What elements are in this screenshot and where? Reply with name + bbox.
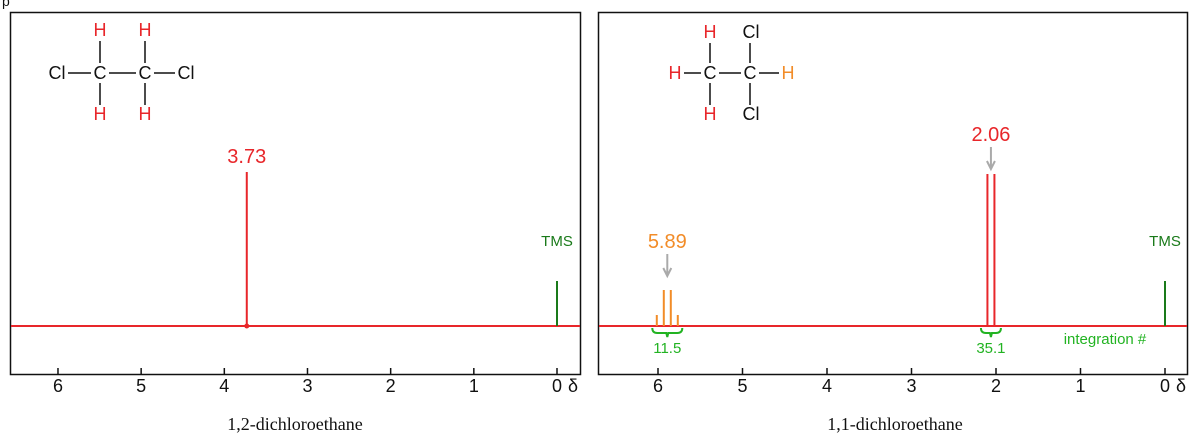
header: p xyxy=(2,0,10,9)
tick-label: 2 xyxy=(386,376,396,396)
atom: H xyxy=(94,104,107,124)
tick-label: 0 xyxy=(552,376,562,396)
atom: C xyxy=(704,63,717,83)
atom: Cl xyxy=(743,22,760,42)
atom: C xyxy=(139,63,152,83)
panel-frame xyxy=(9,11,582,376)
panel-frame xyxy=(597,11,1189,376)
axis-unit: δ xyxy=(1176,376,1186,396)
arrow xyxy=(662,254,673,279)
molecule-atoms: H Cl H C C H H Cl xyxy=(669,22,795,124)
tick-label: 5 xyxy=(136,376,146,396)
atom: C xyxy=(744,63,757,83)
atom: H xyxy=(782,63,795,83)
integration-value: 35.1 xyxy=(976,340,1005,357)
caption: 1,2-dichloroethane xyxy=(227,414,362,434)
reference-label: TMS xyxy=(541,233,573,250)
tick-label: 4 xyxy=(219,376,229,396)
caption: 1,1-dichloroethane xyxy=(827,414,962,434)
peak-dot xyxy=(244,323,250,329)
tick-label: 3 xyxy=(906,376,916,396)
reference-label: TMS xyxy=(1149,233,1181,250)
atom: Cl xyxy=(743,104,760,124)
atom: H xyxy=(669,63,682,83)
molecule-atoms: H H Cl C C Cl H H xyxy=(49,20,195,124)
tick-label: 6 xyxy=(53,376,63,396)
molecule xyxy=(684,43,779,105)
tick-label: 6 xyxy=(653,376,663,396)
tick-label: 5 xyxy=(737,376,747,396)
tick-label: 3 xyxy=(302,376,312,396)
atom: H xyxy=(139,20,152,40)
atom: C xyxy=(94,63,107,83)
integration-bracket xyxy=(651,327,684,338)
integration-note: integration # xyxy=(1064,331,1147,348)
tick-label: 4 xyxy=(822,376,832,396)
integration-bracket xyxy=(979,327,1002,338)
integration-value: 11.5 xyxy=(653,340,681,357)
tick-label: 1 xyxy=(1075,376,1085,396)
atom: H xyxy=(704,104,717,124)
atom: Cl xyxy=(178,63,195,83)
atom: Cl xyxy=(49,63,66,83)
peak-label: 2.06 xyxy=(971,124,1010,146)
axis-unit: δ xyxy=(568,376,578,396)
atom: H xyxy=(94,20,107,40)
tick-label: 2 xyxy=(991,376,1001,396)
molecule xyxy=(68,41,175,105)
tick-label: 1 xyxy=(469,376,479,396)
peak-label: 5.89 xyxy=(648,231,687,253)
arrow xyxy=(986,147,996,172)
peak-label: 3.73 xyxy=(227,146,266,168)
tick-label: 0 xyxy=(1160,376,1170,396)
atom: H xyxy=(139,104,152,124)
atom: H xyxy=(704,22,717,42)
